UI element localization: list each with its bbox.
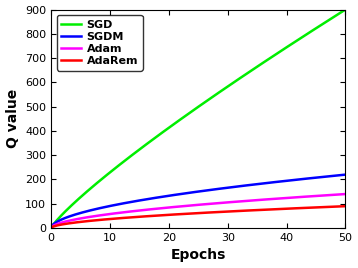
Adam xyxy=(49,226,53,230)
Adam xyxy=(343,192,348,196)
Adam xyxy=(189,204,193,207)
SGDM xyxy=(343,173,348,176)
AdaRem xyxy=(343,204,348,208)
SGDM xyxy=(290,178,295,182)
Line: AdaRem: AdaRem xyxy=(51,206,345,228)
Adam xyxy=(208,202,213,205)
SGD xyxy=(290,42,295,45)
SGDM xyxy=(208,188,213,192)
SGD xyxy=(49,226,53,230)
Line: Adam: Adam xyxy=(51,194,345,228)
AdaRem xyxy=(189,212,193,215)
SGDM xyxy=(49,226,53,230)
Adam xyxy=(224,201,228,204)
AdaRem xyxy=(49,226,53,230)
SGDM xyxy=(190,191,195,194)
AdaRem xyxy=(190,212,195,215)
Y-axis label: Q value: Q value xyxy=(6,89,20,148)
AdaRem xyxy=(290,207,295,210)
Line: SGD: SGD xyxy=(51,10,345,228)
SGDM xyxy=(224,186,228,189)
AdaRem xyxy=(336,205,340,208)
X-axis label: Epochs: Epochs xyxy=(170,248,226,262)
Legend: SGD, SGDM, Adam, AdaRem: SGD, SGDM, Adam, AdaRem xyxy=(57,15,142,71)
Line: SGDM: SGDM xyxy=(51,175,345,228)
Adam xyxy=(336,193,340,196)
AdaRem xyxy=(208,211,213,214)
Adam xyxy=(190,204,195,207)
SGD xyxy=(336,12,340,16)
AdaRem xyxy=(224,210,228,213)
SGDM xyxy=(189,191,193,194)
SGD xyxy=(208,97,213,100)
SGD xyxy=(190,109,195,112)
SGD xyxy=(343,8,348,11)
Adam xyxy=(290,196,295,199)
SGD xyxy=(224,86,228,89)
SGDM xyxy=(336,174,340,177)
SGD xyxy=(189,110,193,114)
